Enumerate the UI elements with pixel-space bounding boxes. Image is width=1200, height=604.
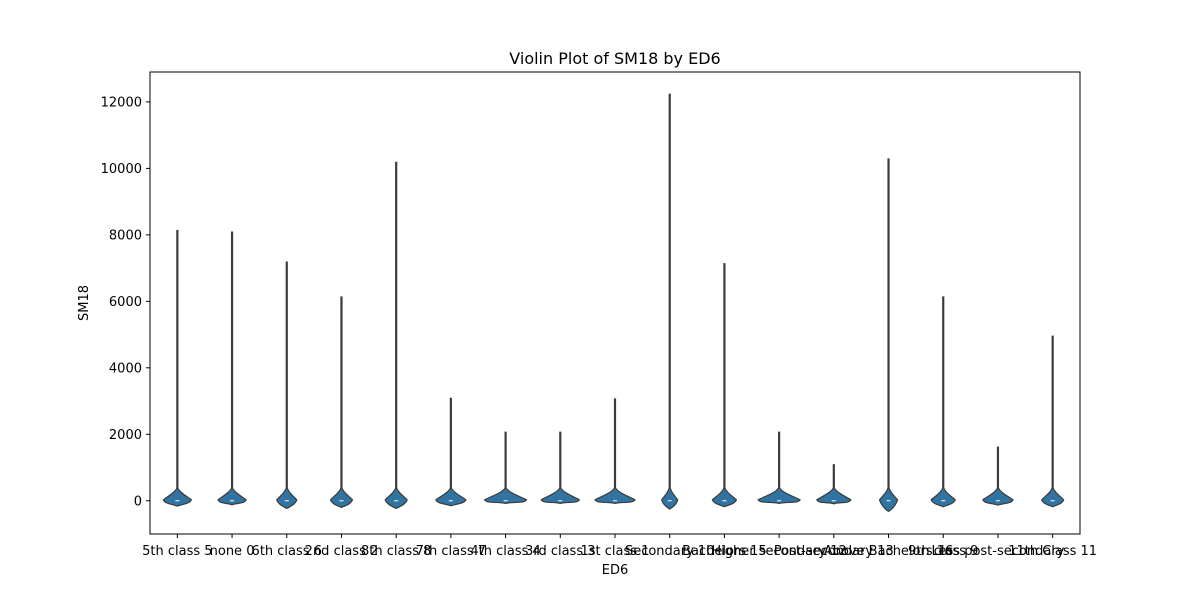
violin-body (483, 484, 528, 505)
x-axis-label: ED6 (602, 563, 629, 578)
violin (435, 397, 467, 507)
y-tick-label: 12000 (101, 95, 142, 110)
violin (757, 431, 801, 505)
x-tick-label: 1st class 1 (581, 544, 650, 559)
violin (162, 229, 193, 507)
violin-body (982, 484, 1014, 506)
violin (1040, 335, 1065, 508)
violin-body (757, 484, 801, 505)
violin (594, 398, 636, 505)
violin (816, 464, 852, 505)
x-tick-label: 8th class 8 (361, 544, 431, 559)
x-tick-label: Higher secondary 12 (711, 544, 846, 559)
x-tick-label: 11th Class 11 (1008, 544, 1097, 559)
y-tick-label: 4000 (109, 361, 142, 376)
x-tick-label: 2nd class 2 (305, 544, 379, 559)
violin-body (217, 484, 247, 506)
violin (217, 231, 247, 506)
violin-body (594, 484, 636, 505)
y-tick-label: 8000 (109, 228, 142, 243)
x-tick-label: Less post-secondary (932, 544, 1065, 559)
x-tick-label: 3rd class 3 (525, 544, 595, 559)
x-tick-label: none 0 (210, 544, 255, 559)
x-tick-label: 5th class 5 (142, 544, 212, 559)
x-tick-label: 6th class 6 (252, 544, 322, 559)
x-tick-label: Bachelors 15 (682, 544, 767, 559)
violin (711, 263, 738, 508)
x-tick-label: 9th class 9 (908, 544, 978, 559)
violin-body (878, 484, 899, 513)
violin-body (1040, 484, 1065, 508)
y-tick-label: 10000 (101, 162, 142, 177)
violin (982, 446, 1014, 506)
violin (276, 261, 298, 510)
violin-body (329, 484, 354, 509)
violin (930, 296, 956, 508)
y-tick-label: 6000 (109, 295, 142, 310)
x-tick-label: 4th class 4 (470, 544, 540, 559)
violin-body (661, 484, 679, 510)
violin (540, 431, 581, 505)
y-axis: 0 2000 4000 6000 8000 10000 12000 (101, 95, 150, 509)
x-tick-label: 7th class 7 (416, 544, 486, 559)
violins-layer (162, 93, 1065, 513)
violin-body (384, 484, 408, 510)
y-tick-label: 0 (134, 494, 142, 509)
violin (384, 161, 408, 510)
y-tick-label: 2000 (109, 428, 142, 443)
y-axis-label: SM18 (77, 285, 92, 321)
violin-body (711, 484, 738, 508)
violin-body (540, 484, 581, 505)
x-tick-label: Above Bachelors 16 (824, 544, 954, 559)
x-tick-label: Secondary 10 (625, 544, 715, 559)
violin-body (162, 484, 193, 507)
violin (329, 296, 354, 509)
violin (483, 431, 528, 505)
violin-body (930, 484, 956, 508)
x-tick-label: Post-secondary 13 (774, 544, 894, 559)
violin (878, 158, 899, 513)
violin-body (276, 484, 298, 510)
chart-title: Violin Plot of SM18 by ED6 (509, 49, 720, 68)
violin-body (435, 484, 467, 507)
violin-body (816, 484, 852, 505)
violin (661, 93, 679, 510)
